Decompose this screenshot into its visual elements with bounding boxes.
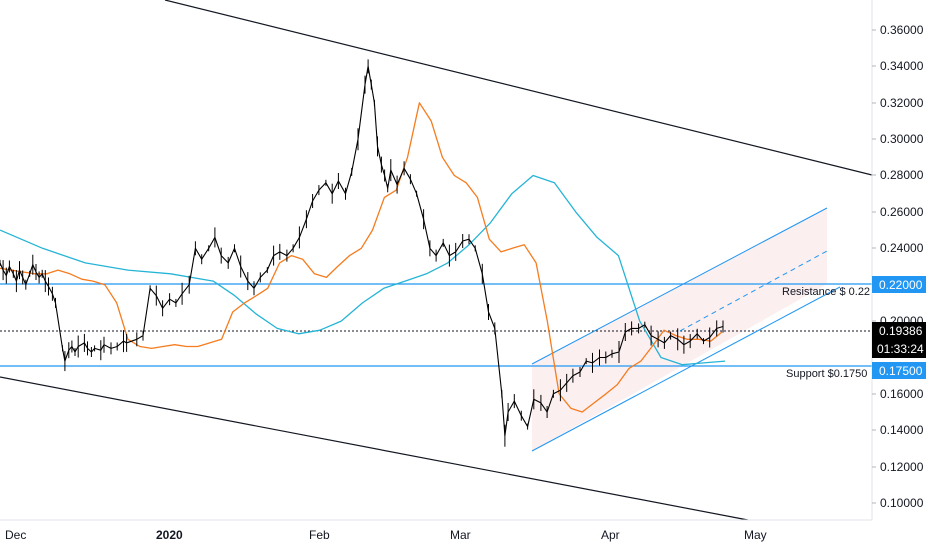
- channel-lower-line[interactable]: [531, 286, 841, 452]
- x-tick-label: Mar: [450, 528, 471, 542]
- fast-ema-line[interactable]: [0, 102, 723, 413]
- x-tick-label: May: [744, 528, 767, 542]
- countdown-tag-text: 01:33:24: [877, 342, 924, 356]
- x-tick-label: 2020: [156, 528, 183, 542]
- price-axis[interactable]: 0.36000 0.34000 0.32000 0.30000 0.28000 …: [872, 23, 926, 510]
- support-price-tag: [872, 362, 926, 379]
- price-line[interactable]: [0, 65, 724, 437]
- current-price-tag: [872, 322, 926, 340]
- y-tick-label: 0.26000: [880, 205, 924, 219]
- wedge-lower-line[interactable]: [0, 376, 749, 521]
- time-axis[interactable]: Dec 2020 Feb Mar Apr May: [5, 528, 767, 542]
- slow-ma-line[interactable]: [0, 174, 726, 366]
- y-tick-label: 0.32000: [880, 96, 924, 110]
- resistance-label: Resistance $ 0.22: [782, 286, 870, 298]
- y-tick-label: 0.28000: [880, 168, 924, 182]
- resistance-price-tag-text: 0.22000: [879, 278, 923, 292]
- wedge-upper-line[interactable]: [164, 0, 873, 176]
- current-price-tag-text: 0.19386: [879, 324, 923, 338]
- y-tick-label: 0.12000: [880, 460, 924, 474]
- support-price-tag-text: 0.17500: [879, 364, 923, 378]
- channel-mid-line[interactable]: [679, 250, 828, 332]
- countdown-tag: [872, 340, 926, 358]
- y-tick-label: 0.24000: [880, 241, 924, 255]
- y-tick-label: 0.30000: [880, 132, 924, 146]
- x-tick-label: Apr: [601, 528, 620, 542]
- series-layer: [0, 59, 726, 447]
- channel-upper-line[interactable]: [531, 207, 828, 365]
- y-tick-label: 0.10000: [880, 496, 924, 510]
- y-tick-label: 0.34000: [880, 59, 924, 73]
- y-tick-label: 0.36000: [880, 23, 924, 37]
- x-tick-label: Feb: [309, 528, 330, 542]
- resistance-price-tag: [872, 276, 926, 293]
- y-tick-label: 0.16000: [880, 387, 924, 401]
- support-label: Support $0.1750: [786, 368, 867, 380]
- y-tick-label: 0.14000: [880, 423, 924, 437]
- x-tick-label: Dec: [5, 528, 26, 542]
- channel-fill: [532, 208, 827, 451]
